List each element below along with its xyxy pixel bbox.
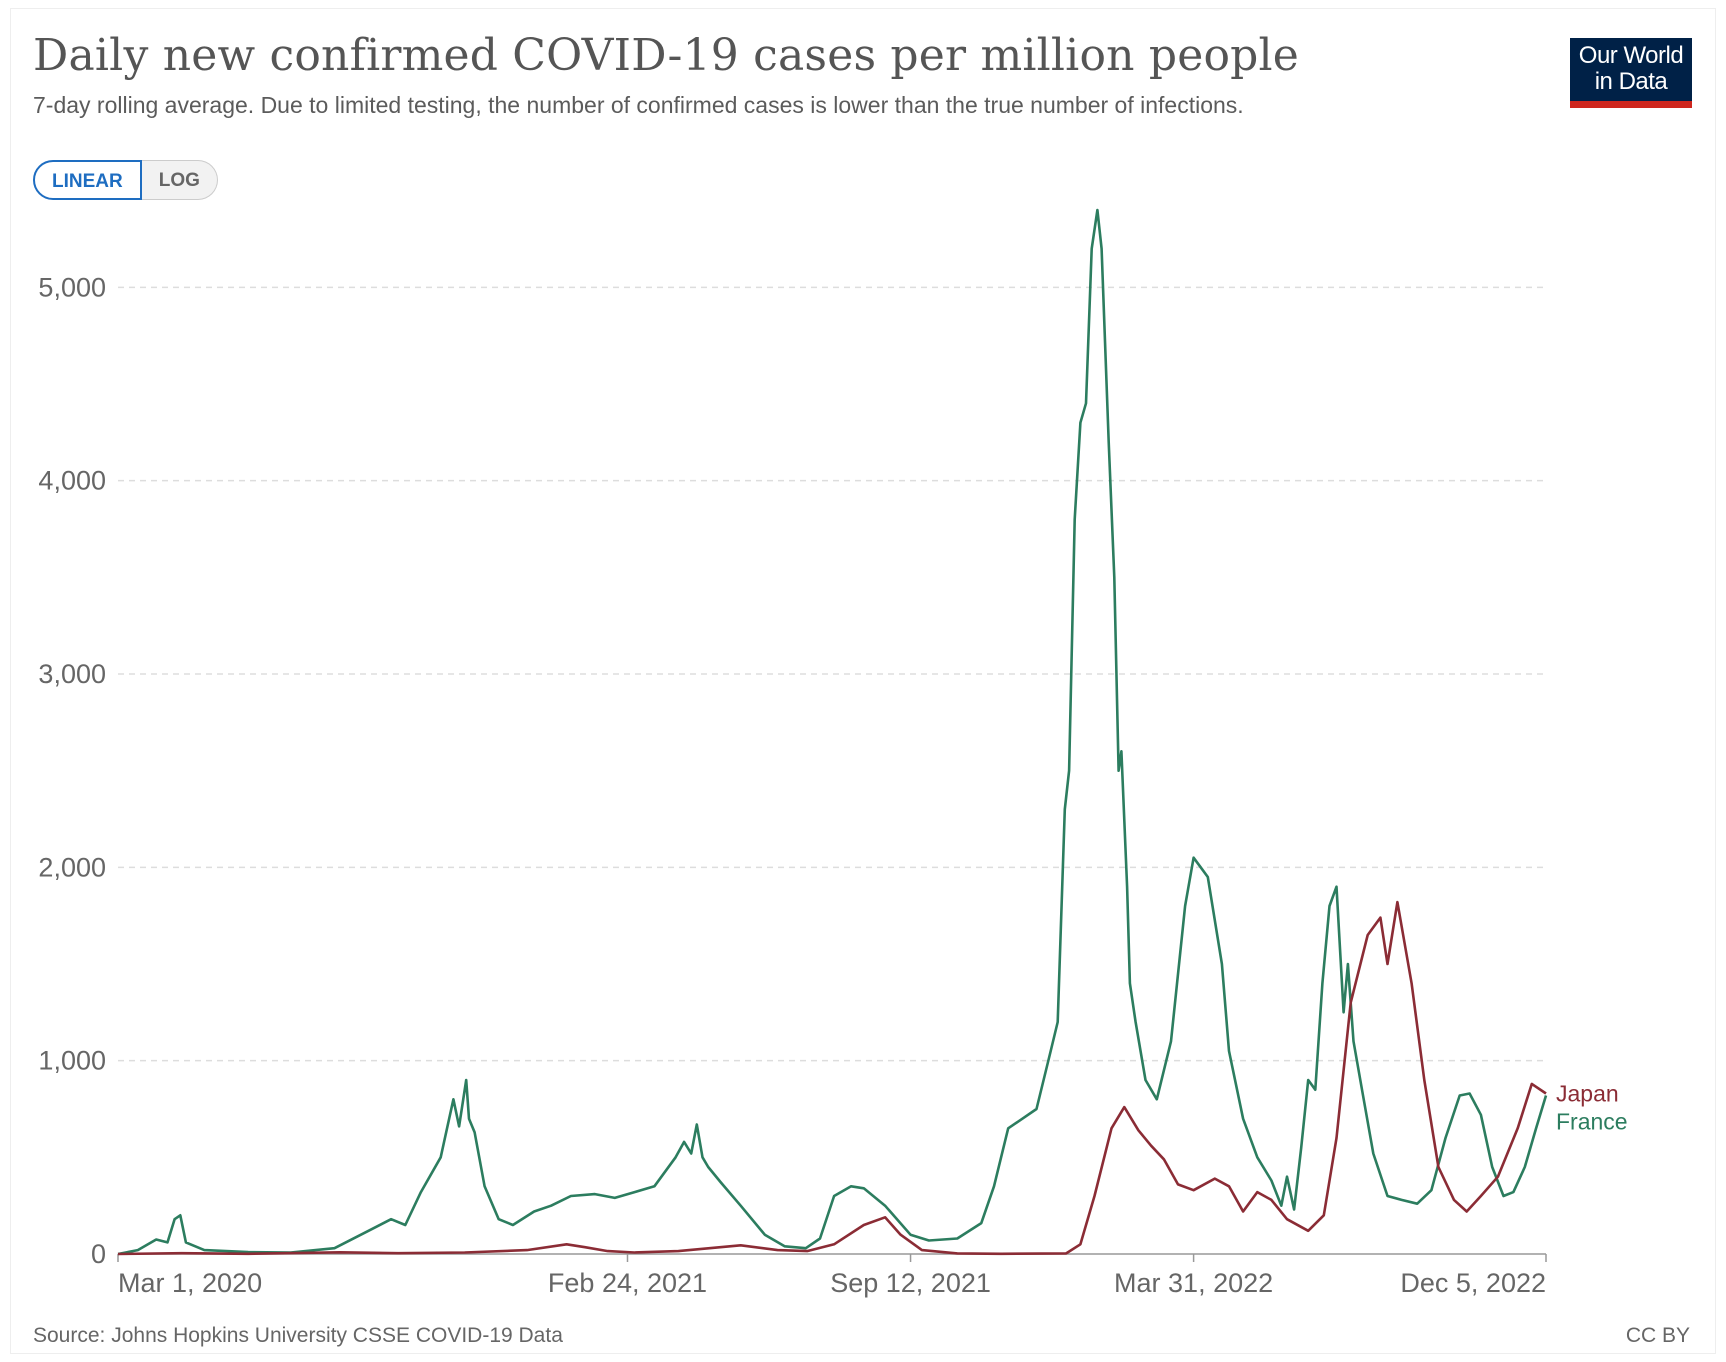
y-tick-label: 4,000 [38, 466, 106, 496]
logo-line-2: in Data [1594, 68, 1668, 95]
y-tick-label: 2,000 [38, 852, 106, 882]
log-scale-button[interactable]: LOG [141, 160, 218, 200]
y-tick-label: 5,000 [38, 272, 106, 302]
chart-subtitle: 7-day rolling average. Due to limited te… [33, 92, 1244, 118]
grid-lines [118, 286, 1546, 1062]
x-tick-label: Sep 12, 2021 [830, 1268, 991, 1298]
series-lines [117, 208, 1548, 1256]
x-tick-label: Mar 1, 2020 [118, 1268, 262, 1298]
scale-toggle: LINEAR LOG [33, 160, 218, 200]
axes: 0 1,000 2,000 3,000 4,000 5,000 Mar 1, 2020 Feb… [38, 272, 1547, 1298]
x-tick-label: Dec 5, 2022 [1400, 1268, 1546, 1298]
y-tick-label: 1,000 [38, 1046, 106, 1076]
y-tick-label: 3,000 [38, 659, 106, 689]
y-tick-label: 0 [91, 1239, 106, 1269]
x-tick-label: Feb 24, 2021 [548, 1268, 707, 1298]
series-line-france[interactable] [117, 208, 1548, 1256]
owid-logo[interactable]: Our World in Data [1570, 38, 1692, 108]
x-tick-label: Mar 31, 2022 [1114, 1268, 1273, 1298]
logo-line-1: Our World [1578, 42, 1684, 69]
chart-title: Daily new confirmed COVID-19 cases per m… [33, 30, 1300, 81]
series-label-japan[interactable]: Japan [1556, 1081, 1619, 1107]
series-line-japan[interactable] [117, 900, 1547, 1256]
series-label-france[interactable]: France [1556, 1109, 1628, 1135]
source-note[interactable]: Source: Johns Hopkins University CSSE CO… [33, 1324, 563, 1347]
chart-frame [10, 8, 1716, 1354]
linear-scale-button[interactable]: LINEAR [33, 160, 142, 200]
license-link[interactable]: CC BY [1625, 1324, 1690, 1347]
